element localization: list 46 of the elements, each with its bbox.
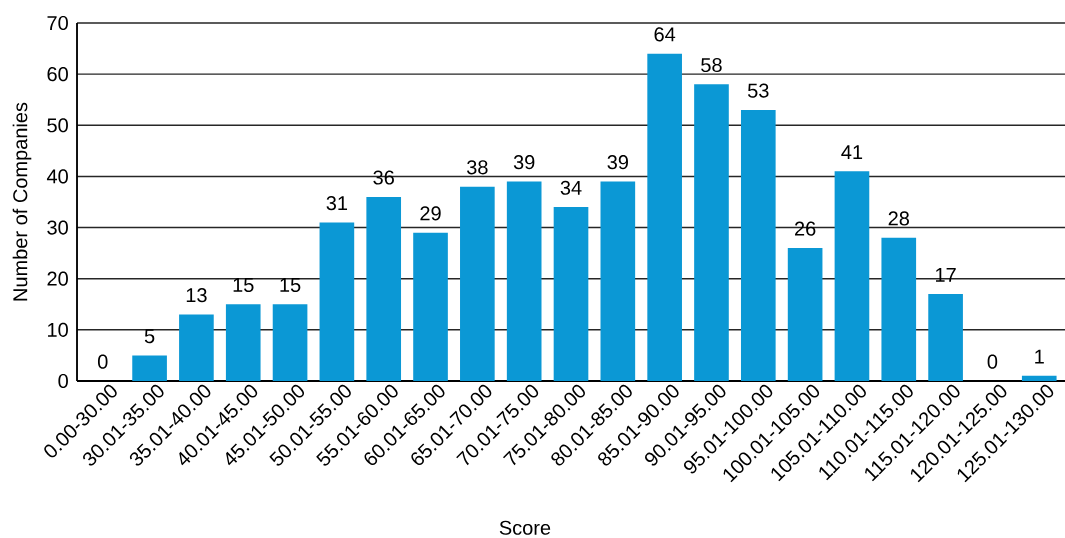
y-tick-label: 70	[47, 15, 68, 31]
data-label: 5	[144, 329, 155, 344]
data-label: 0	[987, 354, 998, 369]
data-label: 58	[701, 57, 722, 73]
bar	[132, 355, 167, 381]
y-tick-label: 10	[48, 322, 68, 337]
data-label: 29	[420, 206, 441, 221]
data-label: 34	[560, 180, 582, 195]
data-label: 38	[466, 160, 488, 175]
bar	[366, 196, 402, 381]
data-label: 13	[186, 288, 207, 303]
data-label: 39	[513, 155, 535, 170]
bar	[272, 304, 308, 381]
bar	[647, 53, 682, 381]
data-label: 53	[747, 83, 769, 98]
data-label: 39	[607, 155, 628, 170]
data-label: 15	[233, 278, 254, 292]
data-label: 41	[841, 145, 863, 160]
y-axis-title: Number of Companies	[12, 102, 32, 301]
bar	[834, 171, 870, 381]
y-tick-label: 20	[47, 271, 68, 286]
data-label: 1	[1035, 349, 1044, 364]
data-label: 64	[654, 27, 676, 42]
data-label: 0	[97, 354, 108, 369]
bar	[413, 232, 448, 381]
bar	[600, 181, 636, 381]
bar	[319, 222, 355, 381]
data-label: 28	[888, 211, 910, 226]
bar	[460, 186, 495, 381]
y-tick-label: 30	[47, 220, 68, 235]
x-axis-title: Score	[499, 520, 551, 535]
bar	[881, 237, 917, 381]
y-tick-label: 50	[47, 118, 68, 133]
bar	[1021, 375, 1057, 381]
bar	[179, 314, 214, 381]
data-label: 31	[326, 196, 348, 211]
data-label: 15	[280, 278, 301, 292]
bar	[225, 304, 261, 381]
bar	[928, 294, 963, 381]
y-tick-label: 60	[47, 67, 68, 82]
bar	[787, 248, 823, 381]
bar	[553, 207, 589, 381]
bar	[740, 109, 776, 381]
y-tick-label: 40	[46, 169, 68, 184]
bar	[506, 181, 542, 381]
bar	[694, 84, 729, 381]
